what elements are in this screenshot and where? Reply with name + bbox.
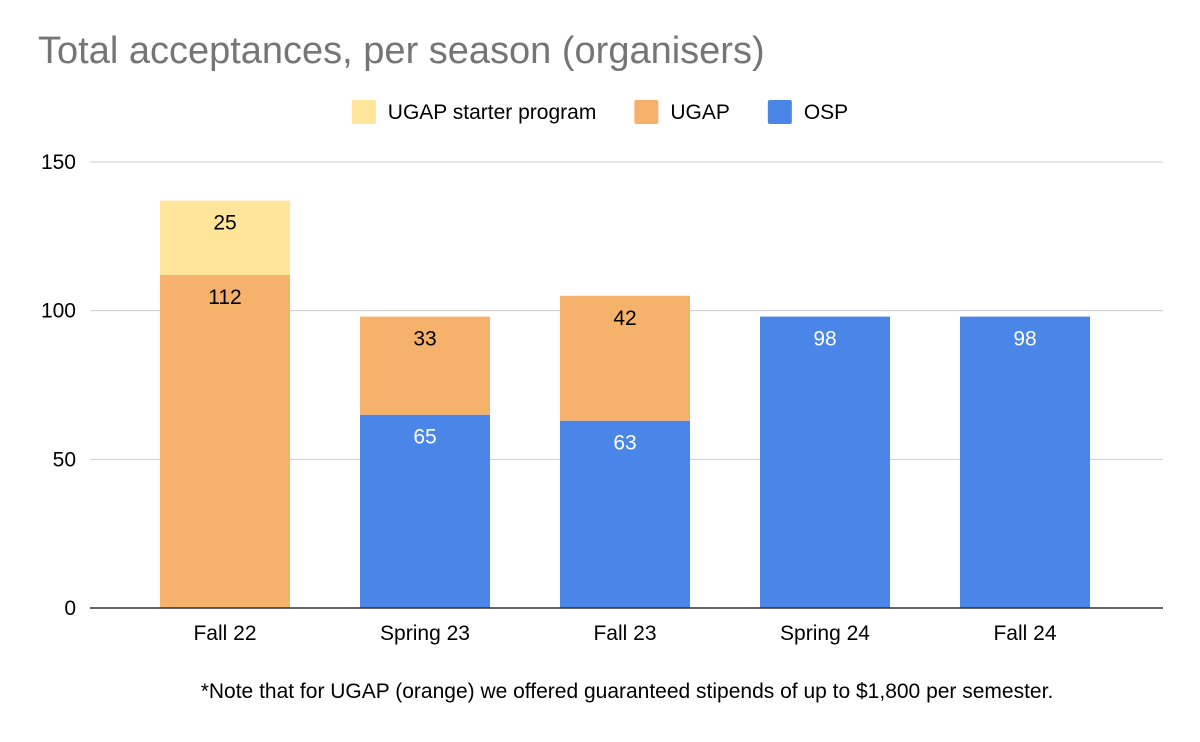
data-label: 98 — [1013, 328, 1036, 351]
y-tick-label: 50 — [53, 448, 76, 471]
chart-title: Total acceptances, per season (organiser… — [38, 30, 765, 72]
legend-label-ugap-starter-program: UGAP starter program — [388, 101, 597, 124]
bars — [160, 200, 1090, 608]
axes: 0 50 100 150 Fall 22 Spring 23 Fall 23 Spring 2… — [41, 151, 1163, 645]
data-label: 112 — [208, 286, 241, 309]
data-label: 65 — [413, 426, 436, 449]
data-label: 63 — [613, 432, 636, 455]
bar-ugap — [360, 316, 490, 415]
data-labels: 112 25 65 33 63 42 98 98 — [208, 212, 1036, 455]
x-tick-label: Spring 23 — [380, 622, 470, 645]
bar-osp — [560, 420, 690, 608]
bar-osp — [760, 316, 890, 608]
legend-label-osp: OSP — [804, 101, 848, 124]
data-label: 25 — [213, 212, 236, 235]
legend-swatch-ugap-starter-program — [351, 100, 376, 124]
y-tick-label: 100 — [41, 300, 76, 323]
bar-ugap-starter-program — [160, 200, 290, 275]
legend-swatch-ugap — [634, 100, 659, 124]
x-tick-label: Fall 22 — [193, 622, 256, 645]
data-label: 33 — [413, 328, 436, 351]
x-tick-label: Fall 23 — [593, 622, 656, 645]
bar-osp — [360, 414, 490, 608]
legend-swatch-osp — [767, 100, 792, 124]
data-label: 42 — [613, 307, 636, 330]
legend-label-ugap: UGAP — [670, 101, 730, 124]
x-tick-label: Fall 24 — [993, 622, 1056, 645]
bar-osp — [960, 316, 1090, 608]
y-tick-label: 150 — [41, 151, 76, 174]
legend: UGAP starter program UGAP OSP — [351, 100, 848, 124]
bar-ugap — [560, 295, 690, 421]
x-tick-label: Spring 24 — [780, 622, 870, 645]
y-tick-label: 0 — [64, 597, 76, 620]
data-label: 98 — [813, 328, 836, 351]
bar-ugap — [160, 274, 290, 608]
chart-note: *Note that for UGAP (orange) we offered … — [200, 680, 1054, 703]
